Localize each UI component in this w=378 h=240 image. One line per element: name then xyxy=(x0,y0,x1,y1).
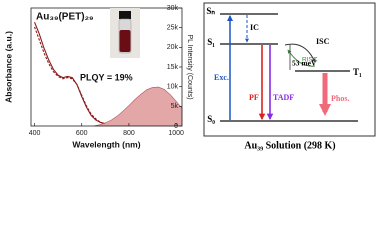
y2-tick-label: 5k xyxy=(171,103,179,110)
isc-label: ISC xyxy=(316,37,330,46)
x-tick-label: 600 xyxy=(76,130,88,137)
level-label: Sₙ xyxy=(206,6,215,16)
diagram-caption: Au₃₉ Solution (298 K) xyxy=(244,140,335,151)
ic-label: IC xyxy=(250,23,259,32)
y-axis-label: Absorbance (a.u.) xyxy=(3,31,13,103)
x-tick-label: 400 xyxy=(29,130,41,137)
vial-photo xyxy=(110,8,140,58)
y2-axis-label: PL Intensity (Counts) xyxy=(186,34,193,99)
gap-label: 53 meV xyxy=(292,59,317,68)
x-axis-label: Wavelength (nm) xyxy=(72,139,140,149)
chart-title: Au₃₉(PET)₂₉ xyxy=(36,12,94,23)
plqy-annotation: PLQY = 19% xyxy=(80,72,133,82)
risc-label: RISC xyxy=(302,57,318,64)
y2-tick-label: 15k xyxy=(167,64,179,71)
x-tick-label: 800 xyxy=(123,130,135,137)
y2-tick-label: 25k xyxy=(167,25,179,32)
level-label: S₁ xyxy=(207,37,215,47)
diagram-frame xyxy=(203,2,376,137)
level-label: S₀ xyxy=(207,114,215,124)
pf-label: PF xyxy=(249,93,259,102)
absorbance-line xyxy=(34,21,106,125)
y2-tick-label: 10k xyxy=(167,84,179,91)
isc-arrow xyxy=(284,43,316,63)
pl-area xyxy=(93,86,183,127)
x-tick-label: 1000 xyxy=(168,130,184,137)
y2-tick-label: 20k xyxy=(167,44,179,51)
y2-tick-label: 30k xyxy=(167,5,179,12)
level-label: T₁ xyxy=(353,67,362,77)
phos-label: Phos. xyxy=(331,94,349,103)
absorbance-line xyxy=(34,26,106,125)
jablonski-diagram: Sₙ S₁ S₀ T₁ IC ISC RISC 53 meV Exc. PF T… xyxy=(203,2,376,151)
tadf-label: TADF xyxy=(273,93,294,102)
exc-label: Exc. xyxy=(214,73,229,82)
y2-tick-label: 0 xyxy=(174,123,178,130)
